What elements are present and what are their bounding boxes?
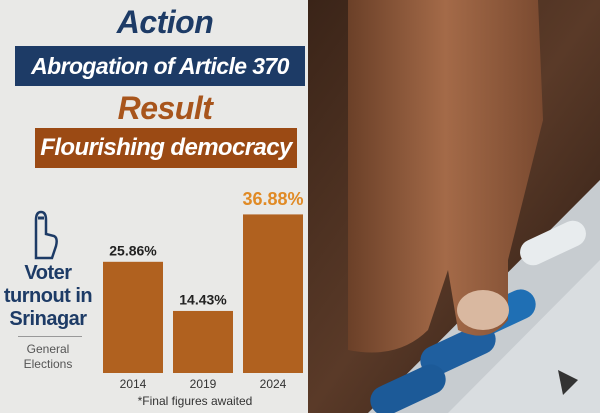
x-tick-label: 2014 xyxy=(120,377,147,391)
chart-subtitle: General Elections xyxy=(23,342,73,371)
x-tick-label: 2024 xyxy=(260,377,287,391)
bar xyxy=(173,310,233,373)
evm-photo xyxy=(308,0,600,413)
action-heading: Action xyxy=(116,4,214,40)
value-label: 14.43% xyxy=(179,292,227,308)
value-label: 36.88% xyxy=(242,189,303,209)
bar xyxy=(243,214,303,373)
result-heading: Result xyxy=(117,90,213,126)
ink-finger-icon xyxy=(34,210,58,260)
divider xyxy=(18,336,82,337)
bar-chart: 25.86% 2014 14.43% 2019 36.88% 2024 xyxy=(103,189,304,391)
footnote: *Final figures awaited xyxy=(137,394,253,408)
value-label: 25.86% xyxy=(109,243,157,259)
x-tick-label: 2019 xyxy=(190,377,217,391)
bar xyxy=(103,261,163,373)
chart-title: Voter turnout in Srinagar xyxy=(3,262,93,330)
result-banner: Flourishing democracy xyxy=(35,128,297,168)
action-banner: Abrogation of Article 370 xyxy=(15,46,305,86)
